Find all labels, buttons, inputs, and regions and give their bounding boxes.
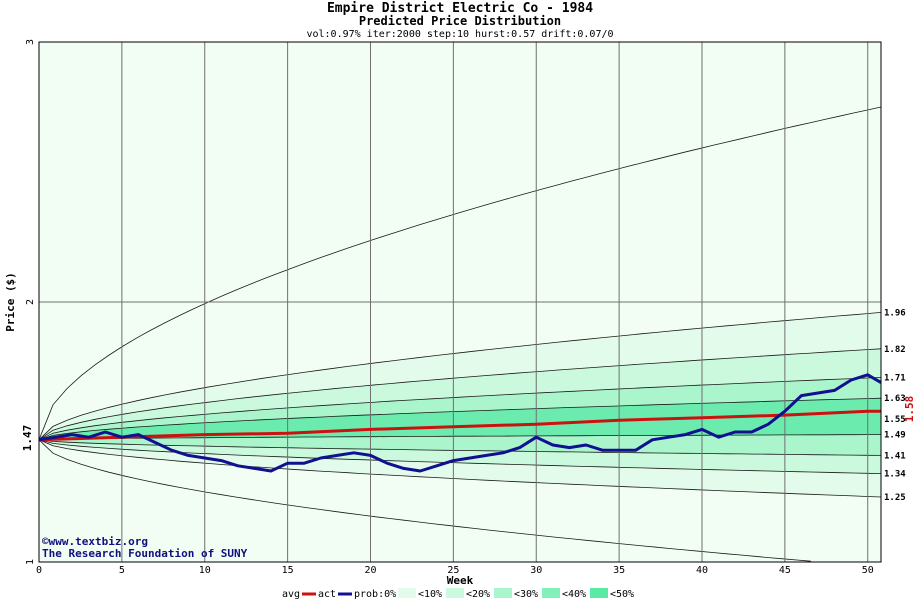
act-series-line	[38, 373, 882, 473]
y-tick-labels: 1 2 3	[25, 39, 36, 565]
legend-prob-label: prob:0%	[354, 589, 396, 600]
x-tick-label: 20	[364, 565, 376, 576]
y-tick-label: 2	[25, 299, 36, 305]
right-axis-label: 1.63	[884, 394, 906, 404]
legend-band-label: <30%	[514, 589, 538, 600]
x-tick-label: 30	[530, 565, 542, 576]
percentile-line-p0	[38, 439, 811, 562]
x-tick-label: 25	[447, 565, 459, 576]
x-tick-label: 50	[862, 565, 874, 576]
watermark-line1: ©www.textbiz.org	[42, 535, 148, 548]
legend-act-label: act	[318, 589, 336, 600]
right-axis-label: 1.41	[884, 451, 906, 461]
x-axis-label: Week	[447, 574, 474, 587]
legend-band-swatch	[398, 588, 416, 598]
right-axis-label: 1.96	[884, 308, 906, 318]
x-tick-label: 15	[282, 565, 294, 576]
legend-band-label: <50%	[610, 589, 634, 600]
right-axis-label: 1.34	[884, 470, 906, 480]
legend-band-label: <10%	[418, 589, 442, 600]
x-tick-label: 10	[199, 565, 211, 576]
percentile-line-p40	[38, 434, 881, 441]
legend: avg act prob:0% <10% <20% <30% <40% <50%	[282, 588, 634, 600]
percentile-line-p30	[38, 439, 882, 456]
series-lines	[38, 373, 882, 473]
legend-band-label: <20%	[466, 589, 490, 600]
chart-title: Empire District Electric Co - 1984	[327, 1, 593, 16]
legend-band-swatch	[542, 588, 560, 598]
y-axis-label: Price ($)	[4, 272, 17, 332]
right-axis-label: 1.25	[884, 493, 906, 503]
percentile-line-p90	[38, 312, 882, 441]
right-axis-label: 1.82	[884, 345, 906, 355]
legend-band-swatch	[494, 588, 512, 598]
avg-series-line	[38, 409, 881, 442]
x-tick-label: 0	[36, 565, 42, 576]
percentile-line-p70	[38, 377, 882, 441]
right-axis-label: 1.71	[884, 373, 906, 383]
percentile-line-p100	[38, 106, 882, 440]
band-50	[39, 398, 881, 440]
percentile-line-p80	[38, 348, 882, 441]
right-axis-labels: 1.96 1.82 1.71 1.63 1.55 1.49 1.41 1.34 1.25	[884, 308, 906, 503]
plot-border	[38, 41, 882, 563]
legend-band-label: <40%	[562, 589, 586, 600]
legend-avg-label: avg	[282, 589, 300, 600]
y-tick-label: 3	[25, 39, 36, 45]
x-tick-labels: 0 5 10 15 20 25 30 35 40 45 50	[36, 565, 874, 576]
watermark-line2: The Research Foundation of SUNY	[42, 547, 248, 560]
x-tick-label: 45	[779, 565, 791, 576]
legend-band-swatch	[446, 588, 464, 598]
x-tick-label: 40	[696, 565, 708, 576]
chart-params: vol:0.97% iter:2000 step:10 hurst:0.57 d…	[306, 29, 613, 40]
legend-band-swatch	[590, 588, 608, 598]
end-avg-label: 1.58	[903, 396, 916, 423]
x-tick-label: 35	[613, 565, 625, 576]
right-axis-label: 1.55	[884, 415, 906, 425]
x-tick-label: 5	[119, 565, 125, 576]
y-tick-label: 1	[25, 559, 36, 565]
right-axis-label: 1.49	[884, 431, 906, 441]
chart-subtitle: Predicted Price Distribution	[359, 14, 561, 28]
start-price-label: 1.47	[21, 425, 34, 452]
percentile-line-p10	[38, 439, 882, 498]
percentile-line-p60	[38, 397, 882, 441]
